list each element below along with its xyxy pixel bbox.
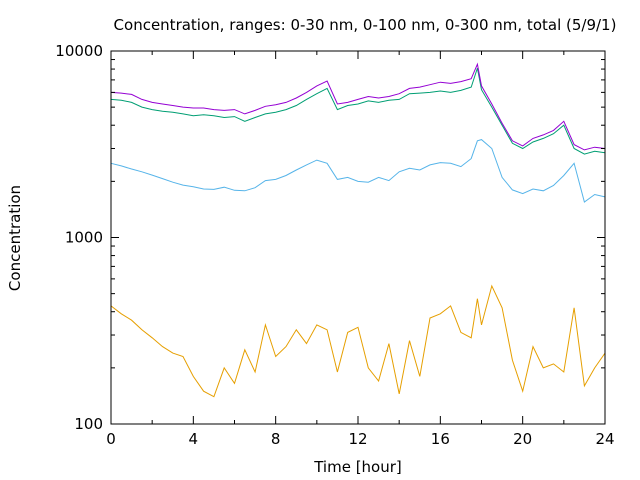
y-tick-label: 100: [74, 415, 103, 433]
axis-ticks: 0 4 8 12 16 20 24 100 1000 10000: [55, 42, 614, 448]
series-line-3: [110, 67, 606, 155]
x-tick-label: 20: [513, 430, 532, 448]
y-tick-label: 10000: [55, 42, 103, 60]
x-tick-label: 4: [189, 430, 199, 448]
y-axis-label: Concentration: [6, 185, 24, 291]
series-line-4: [110, 62, 606, 151]
x-tick-label: 8: [271, 430, 281, 448]
plot-lines: [110, 62, 606, 398]
series-line-2: [110, 139, 606, 203]
x-axis-label: Time [hour]: [313, 458, 402, 476]
x-tick-label: 24: [595, 430, 614, 448]
y-tick-label: 1000: [65, 229, 103, 247]
x-tick-label: 16: [431, 430, 450, 448]
x-tick-label: 12: [348, 430, 367, 448]
series-line-1: [110, 284, 606, 398]
chart-title: Concentration, ranges: 0-30 nm, 0-100 nm…: [114, 16, 617, 34]
x-tick-label: 0: [106, 430, 116, 448]
